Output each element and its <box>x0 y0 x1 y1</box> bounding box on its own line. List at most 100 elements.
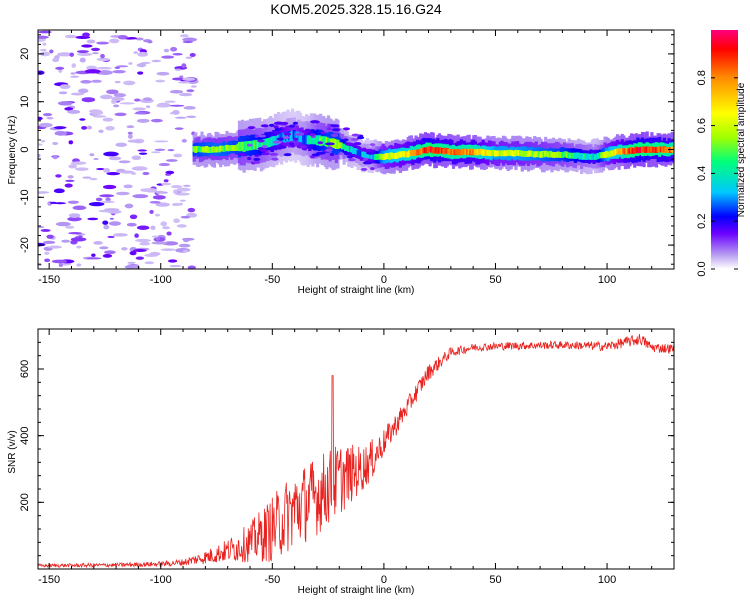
snr-series-line <box>38 334 674 569</box>
noise-blob <box>127 134 133 139</box>
noise-blob <box>95 168 106 171</box>
noise-blob <box>107 235 115 239</box>
noise-blob <box>108 156 122 161</box>
noise-blob <box>133 51 138 54</box>
noise-blob <box>81 125 88 130</box>
noise-blob <box>114 80 121 84</box>
noise-blob <box>104 208 120 211</box>
spectrogram-xtick-label: 0 <box>381 274 387 286</box>
snr-xtick-label: 0 <box>381 574 387 586</box>
colorbar-tick-label: 0.2 <box>696 214 708 229</box>
noise-blob <box>52 57 60 63</box>
noise-blob <box>149 251 161 256</box>
noise-blob <box>170 46 178 52</box>
noise-blob <box>103 250 116 255</box>
noise-blob <box>181 63 187 69</box>
noise-blob <box>92 52 99 55</box>
noise-blob <box>54 130 68 136</box>
signal-speckle <box>252 160 261 164</box>
noise-blob <box>52 141 59 146</box>
noise-blob <box>134 233 139 238</box>
signal-speckle <box>290 144 295 148</box>
signal-speckle <box>282 136 290 140</box>
noise-blob <box>38 242 46 247</box>
noise-blob <box>38 191 50 194</box>
signal-speckle <box>342 138 349 142</box>
noise-blob <box>38 35 49 39</box>
noise-blob <box>38 153 41 158</box>
noise-blob <box>137 51 149 57</box>
signal-speckle <box>353 142 362 146</box>
noise-blob <box>176 187 191 192</box>
noise-blob <box>151 235 159 238</box>
snr-ytick-label: 200 <box>19 493 31 511</box>
colorbar-label: Normalized spectral amplitude <box>736 82 747 217</box>
noise-blob <box>91 110 104 115</box>
noise-blob <box>75 167 89 171</box>
signal-speckle <box>272 140 283 144</box>
noise-blob <box>93 157 99 161</box>
signal-speckle <box>253 157 261 161</box>
noise-blob <box>155 79 166 83</box>
noise-blob <box>64 225 75 229</box>
noise-blob <box>53 126 67 130</box>
signal-speckle <box>360 167 368 171</box>
noise-blob <box>179 199 186 202</box>
signal-speckle <box>269 152 279 156</box>
noise-blob <box>167 259 178 263</box>
signal-speckle <box>317 141 324 145</box>
noise-blob <box>47 245 62 249</box>
signal-speckle <box>276 137 285 141</box>
noise-blob <box>135 256 144 260</box>
signal-speckle <box>330 133 339 137</box>
noise-blob <box>151 241 168 245</box>
noise-blob <box>164 173 172 176</box>
noise-blob <box>98 129 104 133</box>
noise-blob <box>190 85 197 88</box>
noise-blob <box>166 231 172 236</box>
noise-blob <box>110 99 117 104</box>
snr-panel: -150 -100 -50 0 50 100 200 400 600 Height of st… <box>7 328 675 596</box>
noise-blob <box>59 84 71 90</box>
noise-blob <box>127 37 138 40</box>
noise-blob <box>142 171 150 176</box>
noise-blob <box>172 77 185 81</box>
noise-blob <box>109 217 114 220</box>
noise-blob <box>101 200 115 204</box>
noise-blob <box>58 91 68 95</box>
noise-blob <box>134 112 147 115</box>
noise-blob <box>42 240 56 244</box>
signal-speckle <box>277 145 287 149</box>
snr-xtick-label: 100 <box>598 574 616 586</box>
signal-speckle <box>279 121 289 125</box>
noise-blob <box>189 52 196 57</box>
noise-blob <box>55 174 62 178</box>
noise-blob <box>78 235 83 238</box>
noise-blob <box>103 151 119 157</box>
noise-blob <box>38 30 52 34</box>
noise-blob <box>86 39 96 44</box>
signal-speckle <box>366 151 376 155</box>
noise-blob <box>154 148 166 152</box>
noise-blob <box>99 194 115 198</box>
signal-speckle <box>254 134 259 138</box>
noise-blob <box>182 249 189 253</box>
spectrogram-xlabel: Height of straight line (km) <box>298 285 415 296</box>
noise-blob <box>84 69 101 74</box>
noise-blob <box>89 153 95 157</box>
noise-blob <box>100 94 113 100</box>
noise-blob <box>136 118 150 123</box>
noise-blob <box>68 213 81 219</box>
noise-blob <box>169 264 182 268</box>
noise-blob <box>172 53 183 56</box>
noise-blob <box>145 105 151 108</box>
signal-speckle <box>294 132 305 136</box>
noise-blob <box>155 202 170 207</box>
noise-blob <box>78 88 89 94</box>
signal-speckle <box>309 155 315 159</box>
noise-blob <box>163 48 170 53</box>
noise-blob <box>140 188 154 193</box>
noise-blob <box>132 107 147 111</box>
noise-blob <box>112 233 128 237</box>
noise-blob <box>182 40 194 44</box>
